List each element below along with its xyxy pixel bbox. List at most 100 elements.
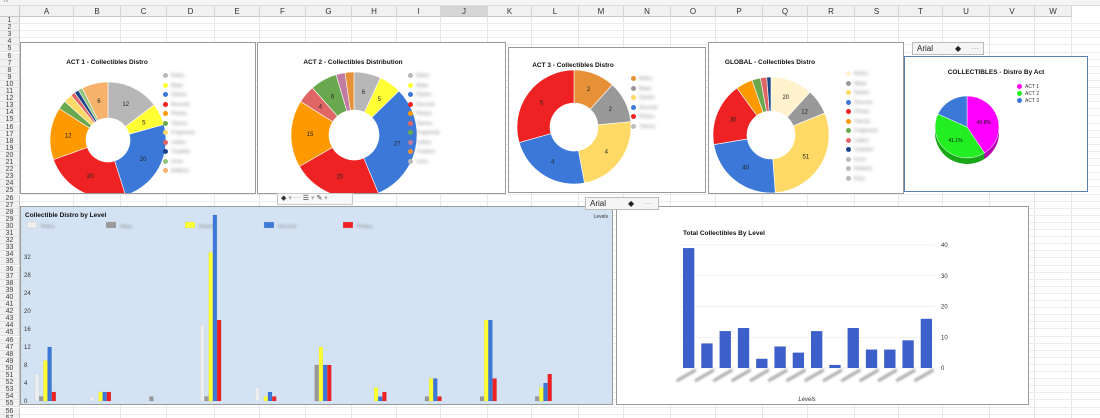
pie3d-slice[interactable] xyxy=(937,95,968,128)
row-header-39[interactable]: 39 xyxy=(0,286,20,294)
bar[interactable] xyxy=(272,396,277,402)
row-header-33[interactable]: 33 xyxy=(0,244,20,252)
bar[interactable] xyxy=(884,349,896,368)
bar[interactable] xyxy=(683,248,695,368)
row-header-48[interactable]: 48 xyxy=(0,350,20,358)
donut-slice[interactable] xyxy=(81,81,109,121)
chart-distro-by-act[interactable]: COLLECTIBLES - Distro By Act 40.8% 41.1% AC… xyxy=(904,56,1088,192)
column-header-a[interactable]: A xyxy=(20,6,74,17)
chart-act3-donut[interactable]: ACT 3 - Collectibles Distro 2 2 4 4 5 Relics Ma… xyxy=(508,47,706,193)
bar[interactable] xyxy=(51,391,56,402)
bar[interactable] xyxy=(756,358,768,368)
row-header-30[interactable]: 30 xyxy=(0,222,20,230)
bar[interactable] xyxy=(865,349,878,368)
chart-total-by-level[interactable]: Total Collectibles By Level 0 10 20 30 40 Leve… xyxy=(616,206,1029,405)
bar[interactable] xyxy=(792,352,805,368)
chart-toolbar[interactable]: ◆ ▾ ⋯ ☰ ▾ ✎ ▾ xyxy=(277,193,353,205)
column-header-u[interactable]: U xyxy=(943,6,990,17)
bar[interactable] xyxy=(428,378,434,402)
chart-global-donut[interactable]: GLOBAL - Collectibles Distro 20 12 51 40 30 Re… xyxy=(708,42,904,194)
row-header-52[interactable]: 52 xyxy=(0,379,20,387)
bar[interactable] xyxy=(39,396,44,402)
bar[interactable] xyxy=(318,346,324,402)
bar[interactable] xyxy=(479,396,485,402)
row-header-56[interactable]: 56 xyxy=(0,407,20,415)
bar[interactable] xyxy=(719,331,731,368)
bar[interactable] xyxy=(811,331,823,368)
bar[interactable] xyxy=(378,396,383,402)
column-header-k[interactable]: K xyxy=(488,6,532,17)
row-header-17[interactable]: 17 xyxy=(0,130,20,138)
font-selector-2[interactable]: Arial ◆ ⋯ xyxy=(585,197,659,210)
column-header-q[interactable]: Q xyxy=(763,6,808,17)
row-header-21[interactable]: 21 xyxy=(0,159,20,167)
donut-slice[interactable] xyxy=(772,112,830,193)
row-header-9[interactable]: 9 xyxy=(0,73,20,81)
row-header-13[interactable]: 13 xyxy=(0,102,20,110)
bar[interactable] xyxy=(149,396,154,402)
row-header-22[interactable]: 22 xyxy=(0,166,20,174)
row-header-55[interactable]: 55 xyxy=(0,400,20,408)
donut-slice[interactable] xyxy=(578,121,632,184)
bar[interactable] xyxy=(437,396,442,402)
bar[interactable] xyxy=(204,396,209,402)
row-header-29[interactable]: 29 xyxy=(0,215,20,223)
row-header-12[interactable]: 12 xyxy=(0,95,20,103)
column-header-r[interactable]: R xyxy=(808,6,855,17)
column-header-j[interactable]: J xyxy=(441,6,488,17)
bar[interactable] xyxy=(255,387,260,402)
bar[interactable] xyxy=(534,396,540,402)
bar[interactable] xyxy=(382,391,387,402)
row-header-2[interactable]: 2 xyxy=(0,24,20,32)
fill-color-icon[interactable]: ◆ xyxy=(281,195,287,202)
bar[interactable] xyxy=(102,391,107,402)
row-header-44[interactable]: 44 xyxy=(0,322,20,330)
row-header-35[interactable]: 35 xyxy=(0,258,20,266)
bar[interactable] xyxy=(98,391,103,402)
pie3d-slice[interactable] xyxy=(934,113,985,159)
row-header-6[interactable]: 6 xyxy=(0,52,20,60)
bar[interactable] xyxy=(539,387,544,402)
bar[interactable] xyxy=(902,340,914,368)
row-header-43[interactable]: 43 xyxy=(0,315,20,323)
column-header-c[interactable]: C xyxy=(121,6,167,17)
row-header-28[interactable]: 28 xyxy=(0,208,20,216)
bar[interactable] xyxy=(212,214,218,402)
more-icon[interactable]: ⋯ xyxy=(644,199,652,208)
bar[interactable] xyxy=(737,328,750,368)
column-header-d[interactable]: D xyxy=(167,6,215,17)
bar[interactable] xyxy=(920,318,933,368)
row-header-4[interactable]: 4 xyxy=(0,38,20,46)
font-selector[interactable]: Arial ◆ ⋯ xyxy=(912,42,984,55)
bar[interactable] xyxy=(829,364,841,368)
pen-icon[interactable]: ✎ xyxy=(316,195,323,202)
bar[interactable] xyxy=(314,364,319,402)
donut-slice[interactable] xyxy=(344,71,355,111)
row-header-3[interactable]: 3 xyxy=(0,31,20,39)
donut-slice[interactable] xyxy=(766,76,772,112)
column-header-m[interactable]: M xyxy=(579,6,624,17)
row-header-8[interactable]: 8 xyxy=(0,66,20,74)
column-header-p[interactable]: P xyxy=(716,6,763,17)
bar[interactable] xyxy=(106,391,112,402)
row-header-25[interactable]: 25 xyxy=(0,187,20,195)
bar[interactable] xyxy=(43,360,48,402)
row-header-18[interactable]: 18 xyxy=(0,137,20,145)
row-header-23[interactable]: 23 xyxy=(0,173,20,181)
row-header-14[interactable]: 14 xyxy=(0,109,20,117)
donut-slice[interactable] xyxy=(363,90,418,193)
column-header-s[interactable]: S xyxy=(855,6,899,17)
bar[interactable] xyxy=(263,396,268,402)
row-header-49[interactable]: 49 xyxy=(0,357,20,365)
row-header-26[interactable]: 26 xyxy=(0,194,20,202)
more-icon[interactable]: ⋯ xyxy=(971,44,979,53)
fill-color-icon[interactable]: ◆ xyxy=(955,44,962,53)
bar[interactable] xyxy=(47,346,52,402)
chart-act1-donut[interactable]: ACT 1 - Collectibles Distro 12 5 20 20 12 6 Rel… xyxy=(20,42,256,194)
column-header-f[interactable]: F xyxy=(260,6,306,17)
donut-slice[interactable] xyxy=(518,133,585,185)
bar[interactable] xyxy=(774,346,786,368)
bar[interactable] xyxy=(267,391,273,402)
formula-bar[interactable]: fx xyxy=(0,0,1100,6)
row-header-57[interactable]: 57 xyxy=(0,414,20,418)
